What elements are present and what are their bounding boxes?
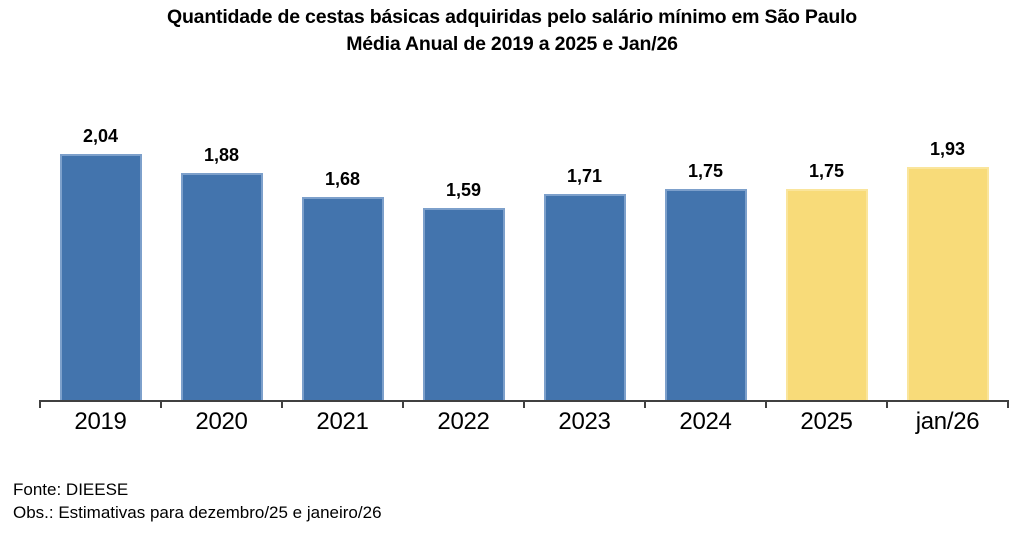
chart-title-line1: Quantidade de cestas básicas adquiridas … <box>167 6 857 28</box>
value-label-2020: 1,88 <box>203 145 240 165</box>
value-label-2023: 1,71 <box>566 166 603 186</box>
bar-2020 <box>181 173 263 400</box>
bar-2024 <box>665 189 747 400</box>
chart-footer: Fonte: DIEESE Obs.: Estimativas para dez… <box>13 479 382 524</box>
value-label-2021: 1,68 <box>324 169 361 189</box>
x-axis-tick <box>1007 400 1009 408</box>
plot-area: 2,04 1,88 1,68 1,59 1,71 1,75 1,75 1,93 <box>40 119 1008 400</box>
x-tick-label-2023: 2023 <box>558 408 611 435</box>
x-axis-tick <box>281 400 283 408</box>
chart-title: Quantidade de cestas básicas adquiridas … <box>0 4 1024 58</box>
x-tick-label-2022: 2022 <box>437 408 490 435</box>
bar-2023 <box>544 194 626 400</box>
value-label-2024: 1,75 <box>687 161 724 181</box>
estimate-note: Obs.: Estimativas para dezembro/25 e jan… <box>13 502 382 522</box>
bar-2019 <box>60 154 142 400</box>
value-label-2019: 2,04 <box>82 126 119 146</box>
x-tick-label-jan/26: jan/26 <box>915 408 980 435</box>
bar-2021 <box>302 197 384 400</box>
bar-2025 <box>786 189 868 400</box>
value-label-2025: 1,75 <box>808 161 845 181</box>
chart-title-line2: Média Anual de 2019 a 2025 e Jan/26 <box>346 33 678 55</box>
x-tick-label-2024: 2024 <box>679 408 732 435</box>
x-tick-label-2019: 2019 <box>74 408 127 435</box>
x-axis-tick <box>39 400 41 408</box>
bar-jan/26 <box>907 167 989 400</box>
x-axis-labels: 2019 2020 2021 2022 2023 2024 2025 jan/26 <box>40 408 1008 440</box>
x-axis-tick <box>886 400 888 408</box>
x-axis-tick <box>523 400 525 408</box>
value-label-jan/26: 1,93 <box>929 139 966 159</box>
x-tick-label-2020: 2020 <box>195 408 248 435</box>
x-axis-tick <box>644 400 646 408</box>
x-axis-tick <box>402 400 404 408</box>
x-tick-label-2021: 2021 <box>316 408 369 435</box>
x-axis-tick <box>765 400 767 408</box>
x-tick-label-2025: 2025 <box>800 408 853 435</box>
value-label-2022: 1,59 <box>445 180 482 200</box>
source-note: Fonte: DIEESE <box>13 480 129 499</box>
x-axis-tick <box>160 400 162 408</box>
bar-2022 <box>423 208 505 400</box>
